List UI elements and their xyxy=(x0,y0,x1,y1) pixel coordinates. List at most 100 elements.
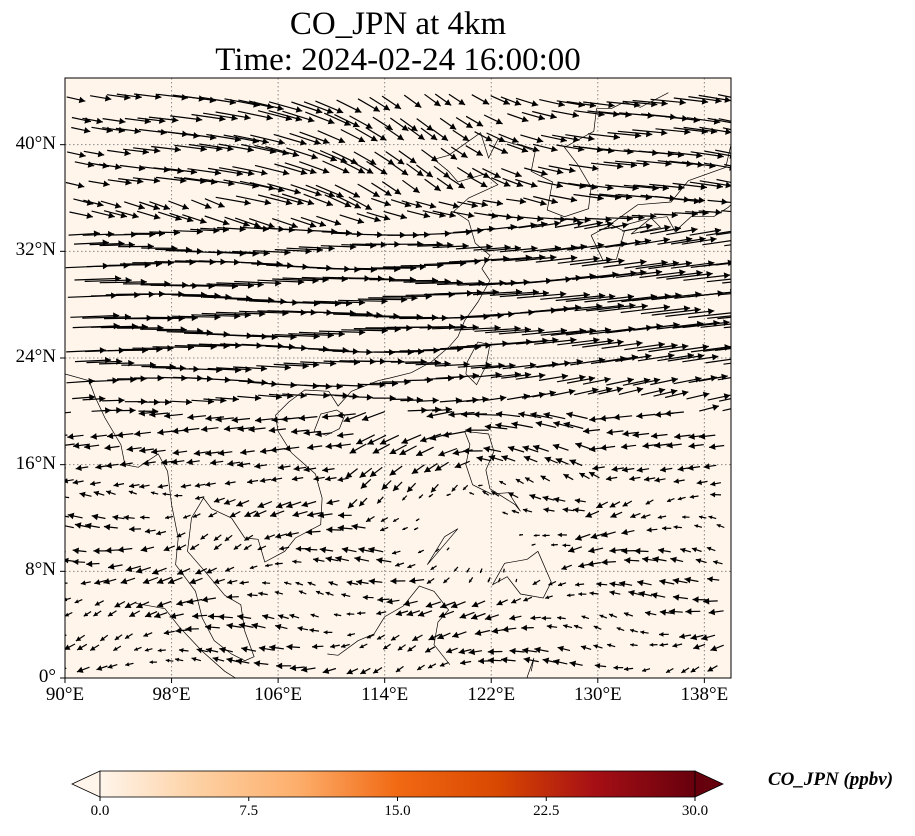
wind-arrow xyxy=(232,166,268,176)
wind-arrow xyxy=(402,526,408,531)
wind-arrow xyxy=(270,446,286,453)
wind-arrow xyxy=(534,337,577,345)
wind-arrow xyxy=(568,164,599,172)
wind-arrow xyxy=(126,445,142,453)
wind-arrow xyxy=(67,433,84,440)
wind-arrow xyxy=(357,98,381,113)
wind-arrow xyxy=(659,578,675,586)
wind-arrow xyxy=(119,460,133,468)
wind-arrow xyxy=(94,579,107,585)
wind-arrow xyxy=(524,476,534,483)
wind-arrow xyxy=(406,163,424,177)
wind-arrow xyxy=(706,546,716,552)
wind-arrow xyxy=(469,491,475,495)
wind-arrow xyxy=(501,168,522,178)
wind-arrow xyxy=(243,544,252,551)
wind-arrow xyxy=(298,245,335,252)
wind-arrow xyxy=(406,210,431,219)
wind-arrow xyxy=(484,423,508,431)
wind-arrow xyxy=(658,632,669,637)
wind-arrow xyxy=(716,178,731,184)
coastlines xyxy=(65,92,731,678)
wind-arrow xyxy=(563,473,574,481)
coastline xyxy=(65,92,669,662)
wind-arrow xyxy=(372,116,394,131)
wind-arrow xyxy=(240,448,255,456)
wind-arrow xyxy=(598,303,648,313)
wind-arrow xyxy=(346,668,359,675)
wind-arrow xyxy=(76,643,88,651)
wind-arrow xyxy=(719,292,731,296)
wind-arrow xyxy=(205,647,219,654)
wind-arrow xyxy=(540,475,551,482)
wind-arrow xyxy=(438,610,455,618)
wind-arrow xyxy=(413,527,419,531)
wind-arrow xyxy=(657,547,671,554)
lat-tick-label: 40°N xyxy=(15,132,56,154)
wind-arrow xyxy=(666,498,675,503)
wind-arrow xyxy=(167,577,183,585)
wind-arrow xyxy=(523,656,539,664)
wind-arrow xyxy=(291,428,309,435)
wind-arrow xyxy=(337,431,354,439)
wind-arrow xyxy=(438,201,460,209)
wind-arrow xyxy=(163,629,175,636)
wind-arrow xyxy=(415,518,420,522)
wind-arrow xyxy=(366,634,375,639)
wind-arrow xyxy=(598,111,632,118)
wind-arrow xyxy=(608,613,618,618)
wind-arrow xyxy=(718,398,731,402)
wind-arrow xyxy=(330,643,340,649)
wind-arrow xyxy=(195,495,205,501)
wind-arrow xyxy=(672,642,683,648)
wind-arrow xyxy=(102,117,126,125)
wind-arrow xyxy=(133,374,164,382)
wind-arrow xyxy=(151,567,167,575)
wind-arrow xyxy=(201,596,216,603)
wind-arrow xyxy=(403,600,418,607)
wind-arrow xyxy=(600,444,616,451)
wind-arrow xyxy=(98,163,122,170)
wind-arrow xyxy=(319,149,348,163)
wind-arrow xyxy=(133,147,161,154)
wind-arrow xyxy=(629,475,641,482)
wind-arrow xyxy=(498,577,501,583)
wind-arrow xyxy=(642,556,657,563)
wind-arrow xyxy=(239,580,249,585)
wind-arrow xyxy=(149,660,157,664)
map-frame xyxy=(64,77,732,679)
wind-arrow xyxy=(160,458,175,466)
wind-arrow xyxy=(366,211,391,221)
wind-arrow xyxy=(445,647,458,654)
wind-arrow xyxy=(253,660,269,667)
wind-arrow xyxy=(310,613,319,618)
wind-arrow xyxy=(213,497,225,503)
wind-arrow xyxy=(569,256,613,266)
coastline xyxy=(327,585,451,665)
wind-arrow xyxy=(542,533,550,538)
wind-arrow xyxy=(622,500,633,507)
wind-arrow xyxy=(722,281,731,284)
wind-arrow xyxy=(354,556,370,563)
wind-arrow xyxy=(132,177,161,184)
wind-arrow xyxy=(398,150,417,164)
wind-arrow xyxy=(115,407,136,414)
wind-arrow xyxy=(646,527,658,533)
wind-arrow xyxy=(66,96,86,104)
wind-arrow xyxy=(465,426,489,434)
wind-arrow xyxy=(249,182,285,193)
wind-arrow xyxy=(552,134,580,143)
wind-arrow xyxy=(406,482,417,493)
wind-arrow xyxy=(381,480,392,491)
wind-arrow xyxy=(446,493,451,497)
wind-arrow xyxy=(487,577,491,583)
map-timestamp: Time: 2024-02-24 16:00:00 xyxy=(215,42,581,78)
wind-arrow xyxy=(153,612,168,619)
wind-arrow xyxy=(198,342,242,349)
wind-arrow xyxy=(712,560,723,565)
wind-arrow xyxy=(200,533,209,540)
wind-arrow xyxy=(707,117,731,124)
wind-arrow xyxy=(149,411,169,418)
wind-arrow xyxy=(390,634,400,641)
wind-arrow xyxy=(632,129,668,136)
